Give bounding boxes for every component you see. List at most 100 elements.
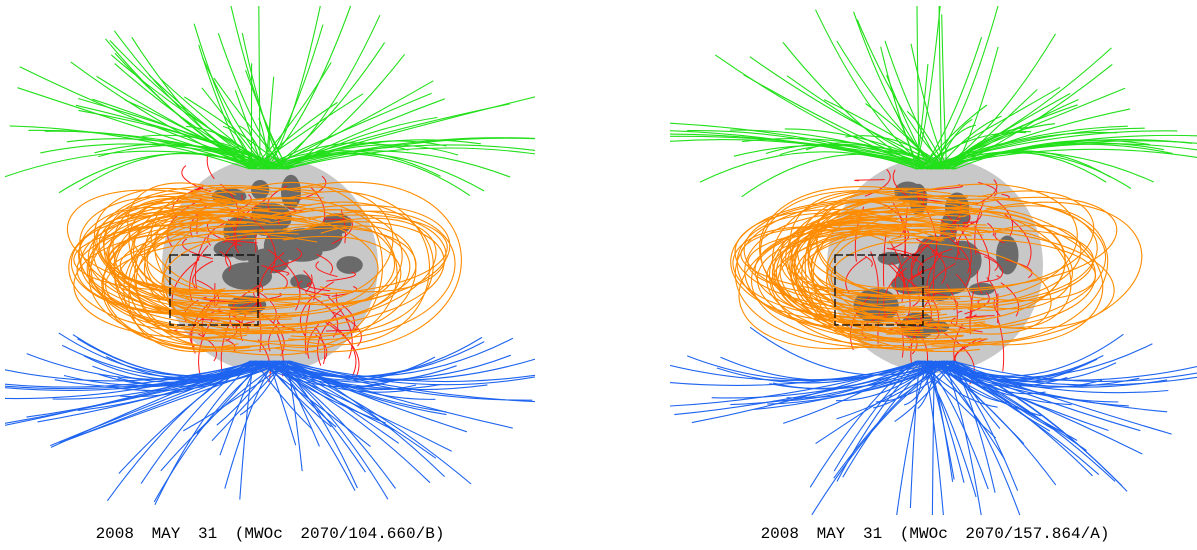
panel bbox=[670, 5, 1197, 516]
panel bbox=[5, 5, 535, 506]
open-field-line bbox=[931, 360, 1140, 387]
closed-field-line bbox=[888, 264, 911, 320]
open-field-line bbox=[285, 147, 535, 170]
open-field-line bbox=[930, 148, 1197, 170]
open-field-line bbox=[954, 360, 1117, 382]
closed-field-line bbox=[294, 201, 434, 335]
closed-field-line bbox=[791, 222, 936, 332]
closed-field-line bbox=[977, 181, 998, 197]
closed-field-line bbox=[894, 190, 1095, 292]
open-field-line bbox=[234, 90, 264, 170]
magnetic-region bbox=[968, 282, 995, 296]
open-field-line bbox=[5, 360, 264, 426]
closed-field-line bbox=[80, 211, 308, 316]
closed-field-line bbox=[883, 228, 1115, 330]
open-field-line bbox=[280, 360, 535, 403]
open-field-line bbox=[873, 360, 940, 409]
open-field-line bbox=[239, 360, 255, 500]
closed-field-line bbox=[939, 230, 971, 286]
open-field-line bbox=[262, 360, 386, 424]
closed-field-line bbox=[730, 198, 958, 323]
closed-field-line bbox=[734, 208, 933, 311]
closed-field-line bbox=[304, 274, 313, 293]
open-field-line bbox=[5, 360, 256, 400]
closed-field-line bbox=[192, 260, 214, 289]
closed-field-line bbox=[807, 219, 929, 289]
open-field-line bbox=[952, 360, 1197, 382]
open-field-line bbox=[884, 40, 945, 170]
closed-field-line bbox=[976, 270, 983, 295]
closed-field-line bbox=[794, 201, 987, 322]
open-field-line bbox=[113, 30, 260, 170]
closed-field-line bbox=[67, 189, 291, 292]
closed-field-line bbox=[68, 204, 267, 335]
open-field-line bbox=[769, 360, 952, 390]
open-field-line bbox=[928, 360, 954, 482]
closed-field-line bbox=[150, 186, 321, 300]
open-field-line bbox=[923, 343, 1153, 378]
closed-field-line bbox=[242, 182, 383, 348]
closed-field-line bbox=[910, 238, 930, 280]
closed-field-line bbox=[92, 184, 318, 319]
closed-field-line bbox=[931, 248, 967, 260]
open-field-line bbox=[674, 360, 949, 416]
closed-field-line bbox=[268, 292, 282, 300]
open-field-line bbox=[749, 56, 955, 170]
open-field-line bbox=[930, 360, 1057, 486]
closed-field-line bbox=[229, 285, 260, 329]
closed-field-line bbox=[225, 339, 236, 352]
open-field-line bbox=[940, 33, 1056, 170]
open-field-line bbox=[716, 360, 920, 384]
closed-field-line bbox=[314, 326, 326, 365]
closed-field-line bbox=[908, 196, 1118, 290]
closed-field-line bbox=[315, 261, 338, 278]
closed-field-line bbox=[266, 248, 303, 270]
open-field-line bbox=[953, 46, 999, 170]
open-field-line bbox=[283, 137, 535, 170]
open-field-line bbox=[5, 360, 289, 424]
closed-field-line bbox=[899, 211, 1066, 311]
closed-field-line bbox=[984, 256, 1004, 279]
closed-field-line bbox=[747, 228, 973, 297]
open-field-line bbox=[258, 5, 261, 170]
open-field-line bbox=[253, 101, 338, 170]
open-field-line bbox=[153, 360, 270, 503]
open-field-line bbox=[910, 43, 949, 170]
closed-field-line bbox=[886, 230, 1094, 310]
closed-field-line bbox=[795, 232, 964, 337]
open-field-line bbox=[282, 360, 533, 401]
open-field-line bbox=[927, 5, 999, 170]
closed-field-line bbox=[106, 209, 270, 298]
closed-field-line bbox=[275, 181, 462, 353]
closed-field-line bbox=[253, 209, 447, 293]
closed-field-line bbox=[219, 209, 379, 315]
open-field-line bbox=[281, 144, 459, 170]
open-field-line bbox=[283, 360, 447, 413]
open-field-line bbox=[919, 360, 1068, 387]
closed-field-line bbox=[993, 198, 1014, 237]
closed-field-line bbox=[79, 196, 279, 305]
closed-field-line bbox=[793, 205, 971, 330]
closed-field-line bbox=[962, 208, 982, 229]
open-field-line bbox=[283, 360, 535, 383]
magnetic-region bbox=[235, 266, 265, 291]
open-field-line bbox=[733, 144, 954, 170]
magnetic-region bbox=[281, 174, 301, 210]
open-field-line bbox=[50, 360, 252, 448]
closed-field-line bbox=[780, 219, 941, 314]
open-field-line bbox=[266, 96, 535, 170]
closed-field-line bbox=[870, 251, 879, 304]
closed-field-line bbox=[163, 208, 319, 342]
closed-field-line bbox=[201, 299, 215, 338]
closed-field-line bbox=[850, 295, 872, 351]
closed-field-line bbox=[986, 276, 998, 310]
open-field-line bbox=[842, 360, 933, 478]
closed-field-line bbox=[328, 321, 357, 377]
closed-field-line bbox=[902, 201, 1104, 346]
open-field-line bbox=[98, 360, 263, 386]
closed-field-line bbox=[845, 256, 868, 293]
closed-field-line bbox=[327, 296, 353, 359]
open-field-line bbox=[276, 137, 535, 170]
closed-field-line bbox=[937, 198, 1098, 305]
open-field-line bbox=[931, 360, 936, 516]
